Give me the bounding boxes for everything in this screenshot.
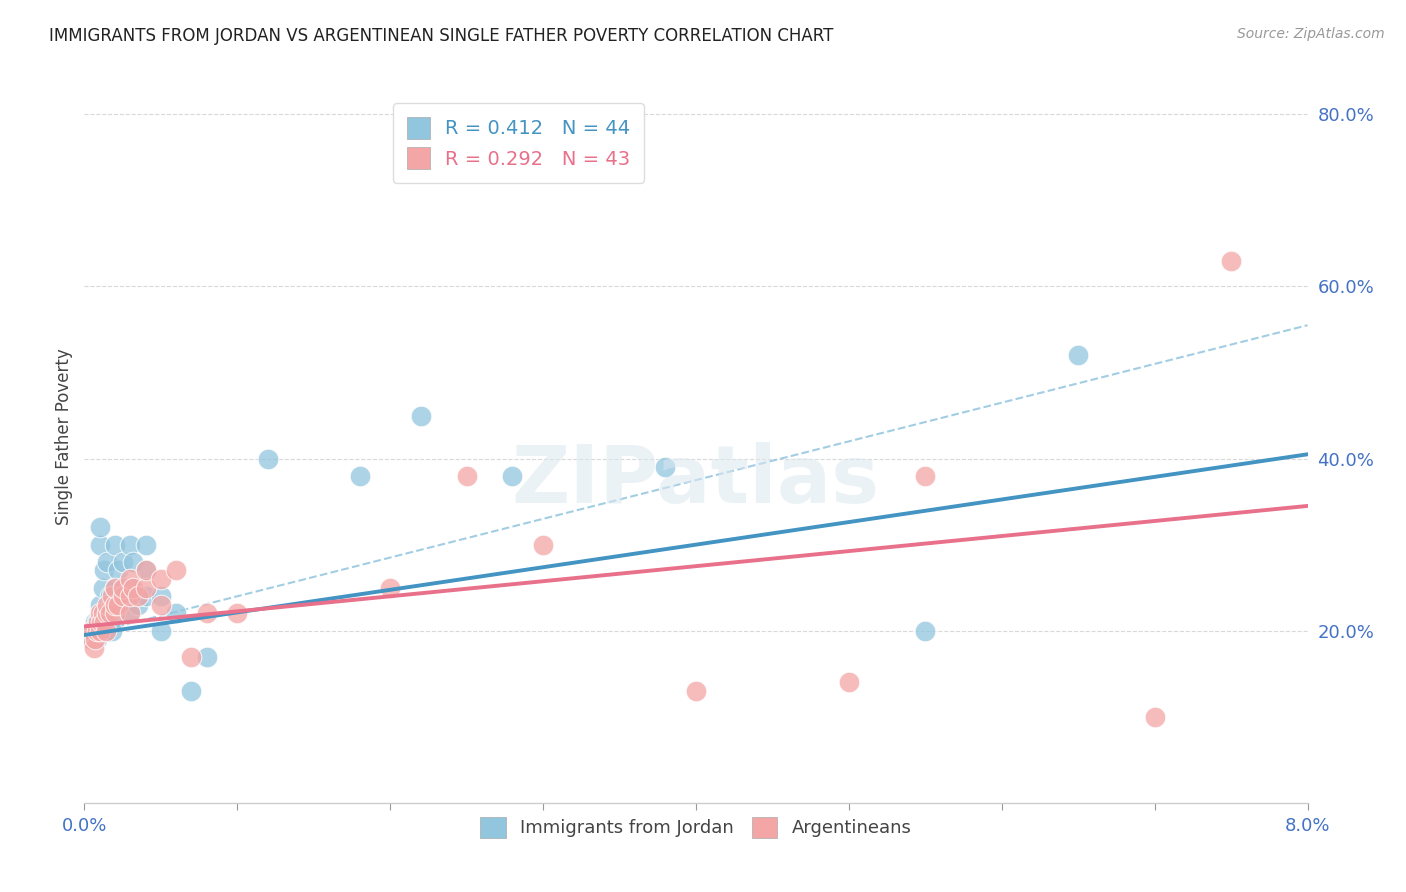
Point bbox=[91, 607, 114, 621]
Point bbox=[120, 538, 142, 552]
Legend: Immigrants from Jordan, Argentineans: Immigrants from Jordan, Argentineans bbox=[470, 806, 922, 848]
Point bbox=[149, 624, 172, 638]
Point bbox=[195, 649, 218, 664]
Point bbox=[80, 624, 103, 638]
Point bbox=[409, 409, 432, 423]
Point bbox=[531, 538, 554, 552]
Point bbox=[654, 460, 676, 475]
Point bbox=[98, 607, 121, 621]
Point bbox=[104, 581, 127, 595]
Point bbox=[838, 675, 860, 690]
Point bbox=[456, 468, 478, 483]
Point bbox=[86, 615, 108, 629]
Point bbox=[104, 607, 127, 621]
Point bbox=[98, 589, 121, 603]
Point bbox=[104, 538, 127, 552]
Point bbox=[96, 607, 118, 621]
Y-axis label: Single Father Poverty: Single Father Poverty bbox=[55, 349, 73, 525]
Point bbox=[914, 468, 936, 483]
Point bbox=[111, 555, 134, 569]
Point bbox=[96, 624, 118, 638]
Point bbox=[135, 564, 157, 578]
Point bbox=[111, 589, 134, 603]
Point bbox=[685, 684, 707, 698]
Point bbox=[914, 624, 936, 638]
Point bbox=[89, 607, 111, 621]
Point bbox=[1220, 253, 1243, 268]
Point bbox=[96, 555, 118, 569]
Point bbox=[104, 598, 127, 612]
Point bbox=[101, 589, 124, 603]
Point bbox=[107, 598, 129, 612]
Point bbox=[94, 624, 117, 638]
Point bbox=[165, 607, 187, 621]
Point bbox=[80, 632, 103, 647]
Point bbox=[91, 607, 114, 621]
Point bbox=[149, 598, 172, 612]
Point bbox=[84, 632, 107, 647]
Point bbox=[86, 624, 108, 638]
Point bbox=[380, 581, 402, 595]
Text: Source: ZipAtlas.com: Source: ZipAtlas.com bbox=[1237, 27, 1385, 41]
Point bbox=[104, 607, 127, 621]
Point bbox=[93, 564, 115, 578]
Point bbox=[86, 632, 108, 647]
Point bbox=[349, 468, 371, 483]
Point bbox=[120, 572, 142, 586]
Point bbox=[89, 598, 111, 612]
Point bbox=[96, 607, 118, 621]
Point bbox=[257, 451, 280, 466]
Point bbox=[120, 607, 142, 621]
Point bbox=[226, 607, 249, 621]
Point bbox=[79, 632, 101, 647]
Point bbox=[135, 538, 157, 552]
Point bbox=[1067, 348, 1090, 362]
Point bbox=[89, 624, 111, 638]
Point bbox=[135, 564, 157, 578]
Point bbox=[127, 589, 149, 603]
Point bbox=[120, 589, 142, 603]
Point bbox=[122, 555, 145, 569]
Point bbox=[135, 589, 157, 603]
Point bbox=[91, 581, 114, 595]
Point bbox=[101, 607, 124, 621]
Point bbox=[122, 581, 145, 595]
Point bbox=[90, 615, 112, 629]
Point bbox=[101, 624, 124, 638]
Point bbox=[83, 640, 105, 655]
Point bbox=[165, 564, 187, 578]
Point bbox=[149, 589, 172, 603]
Point bbox=[89, 538, 111, 552]
Point bbox=[84, 615, 107, 629]
Point bbox=[1143, 710, 1166, 724]
Point bbox=[180, 649, 202, 664]
Point bbox=[180, 684, 202, 698]
Point bbox=[120, 581, 142, 595]
Text: ZIPatlas: ZIPatlas bbox=[512, 442, 880, 520]
Point bbox=[149, 572, 172, 586]
Point bbox=[107, 564, 129, 578]
Point bbox=[195, 607, 218, 621]
Point bbox=[93, 615, 115, 629]
Point bbox=[502, 468, 524, 483]
Point bbox=[111, 581, 134, 595]
Point bbox=[135, 581, 157, 595]
Point bbox=[120, 607, 142, 621]
Point bbox=[111, 589, 134, 603]
Point bbox=[127, 598, 149, 612]
Point bbox=[87, 624, 110, 638]
Point bbox=[87, 615, 110, 629]
Point bbox=[96, 598, 118, 612]
Point bbox=[80, 624, 103, 638]
Text: IMMIGRANTS FROM JORDAN VS ARGENTINEAN SINGLE FATHER POVERTY CORRELATION CHART: IMMIGRANTS FROM JORDAN VS ARGENTINEAN SI… bbox=[49, 27, 834, 45]
Point bbox=[89, 520, 111, 534]
Point bbox=[104, 581, 127, 595]
